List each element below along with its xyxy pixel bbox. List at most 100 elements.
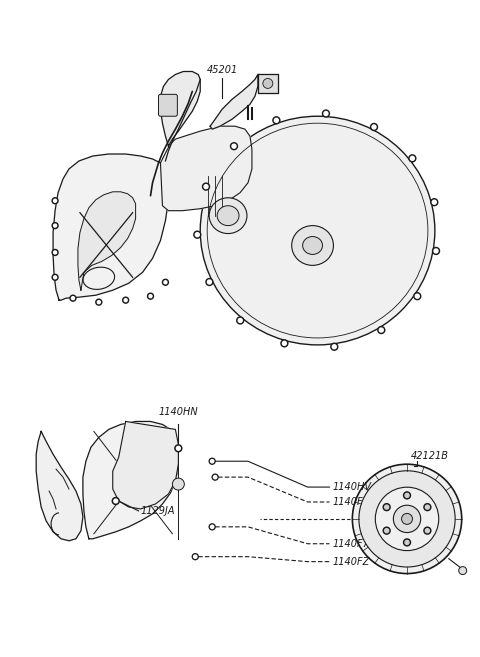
Polygon shape — [78, 192, 136, 290]
Circle shape — [172, 478, 184, 490]
Circle shape — [410, 156, 414, 160]
Ellipse shape — [200, 116, 435, 345]
Circle shape — [238, 319, 242, 323]
Circle shape — [281, 340, 288, 347]
Circle shape — [383, 504, 390, 510]
Polygon shape — [160, 126, 252, 211]
Circle shape — [273, 117, 280, 124]
Circle shape — [379, 328, 384, 332]
Circle shape — [424, 527, 431, 534]
Circle shape — [209, 458, 215, 464]
Circle shape — [275, 118, 278, 122]
Circle shape — [424, 504, 431, 510]
Circle shape — [404, 492, 410, 499]
Circle shape — [352, 464, 462, 574]
Circle shape — [230, 143, 238, 150]
Circle shape — [164, 281, 167, 284]
Circle shape — [96, 299, 102, 305]
Circle shape — [54, 251, 57, 254]
Circle shape — [211, 460, 214, 463]
Circle shape — [54, 276, 57, 279]
Polygon shape — [113, 421, 179, 509]
Circle shape — [123, 297, 129, 303]
Ellipse shape — [217, 206, 239, 225]
Circle shape — [383, 527, 390, 534]
Text: 1140HV: 1140HV — [333, 482, 372, 492]
Circle shape — [124, 299, 127, 302]
Circle shape — [425, 505, 430, 509]
Circle shape — [52, 275, 58, 281]
Circle shape — [97, 301, 100, 304]
Circle shape — [375, 487, 439, 551]
Circle shape — [414, 292, 421, 300]
Ellipse shape — [302, 237, 323, 254]
Circle shape — [384, 529, 389, 533]
Circle shape — [162, 279, 168, 285]
Circle shape — [232, 144, 236, 148]
Circle shape — [175, 445, 182, 452]
Text: 1140F7: 1140F7 — [333, 497, 369, 507]
Circle shape — [214, 476, 217, 479]
Circle shape — [207, 280, 211, 284]
Circle shape — [425, 529, 430, 533]
Circle shape — [195, 233, 199, 237]
Circle shape — [384, 505, 389, 509]
Circle shape — [212, 474, 218, 480]
Circle shape — [415, 294, 419, 298]
Polygon shape — [36, 432, 83, 541]
Circle shape — [72, 297, 74, 300]
Circle shape — [52, 223, 58, 229]
Circle shape — [409, 155, 416, 162]
Ellipse shape — [209, 198, 247, 233]
Circle shape — [237, 317, 244, 324]
Circle shape — [459, 566, 467, 575]
Circle shape — [194, 231, 201, 238]
Circle shape — [432, 200, 436, 204]
Circle shape — [203, 183, 209, 190]
Circle shape — [52, 198, 58, 204]
Text: 1140FZ: 1140FZ — [333, 556, 370, 566]
Polygon shape — [83, 421, 179, 539]
Circle shape — [263, 78, 273, 89]
Circle shape — [192, 554, 198, 560]
Circle shape — [378, 327, 385, 334]
Circle shape — [193, 555, 197, 558]
Circle shape — [372, 125, 376, 129]
Circle shape — [324, 112, 328, 116]
Circle shape — [404, 539, 410, 546]
Circle shape — [434, 249, 438, 253]
Circle shape — [331, 343, 338, 350]
Circle shape — [405, 493, 409, 497]
Circle shape — [114, 499, 118, 503]
Circle shape — [211, 525, 214, 528]
Text: 1129JA: 1129JA — [141, 506, 175, 516]
Circle shape — [112, 497, 119, 505]
FancyBboxPatch shape — [158, 95, 178, 116]
Text: 42121B: 42121B — [411, 451, 449, 461]
Circle shape — [52, 250, 58, 256]
Circle shape — [359, 471, 455, 567]
Circle shape — [147, 293, 154, 299]
Circle shape — [149, 295, 152, 298]
Text: 45201: 45201 — [206, 66, 238, 76]
Circle shape — [332, 345, 336, 349]
Text: 1140F7: 1140F7 — [333, 539, 369, 549]
Circle shape — [393, 505, 420, 533]
Circle shape — [371, 124, 377, 131]
Circle shape — [209, 524, 215, 530]
Polygon shape — [210, 74, 258, 129]
Polygon shape — [160, 72, 200, 146]
Circle shape — [54, 224, 57, 227]
Circle shape — [177, 446, 180, 450]
Ellipse shape — [292, 225, 334, 265]
Circle shape — [206, 279, 213, 286]
Polygon shape — [258, 74, 278, 93]
Circle shape — [282, 342, 287, 346]
Circle shape — [54, 199, 57, 202]
Circle shape — [323, 110, 329, 117]
Circle shape — [405, 541, 409, 545]
Circle shape — [431, 198, 438, 206]
Circle shape — [204, 185, 208, 189]
Circle shape — [70, 295, 76, 301]
Circle shape — [402, 513, 412, 524]
